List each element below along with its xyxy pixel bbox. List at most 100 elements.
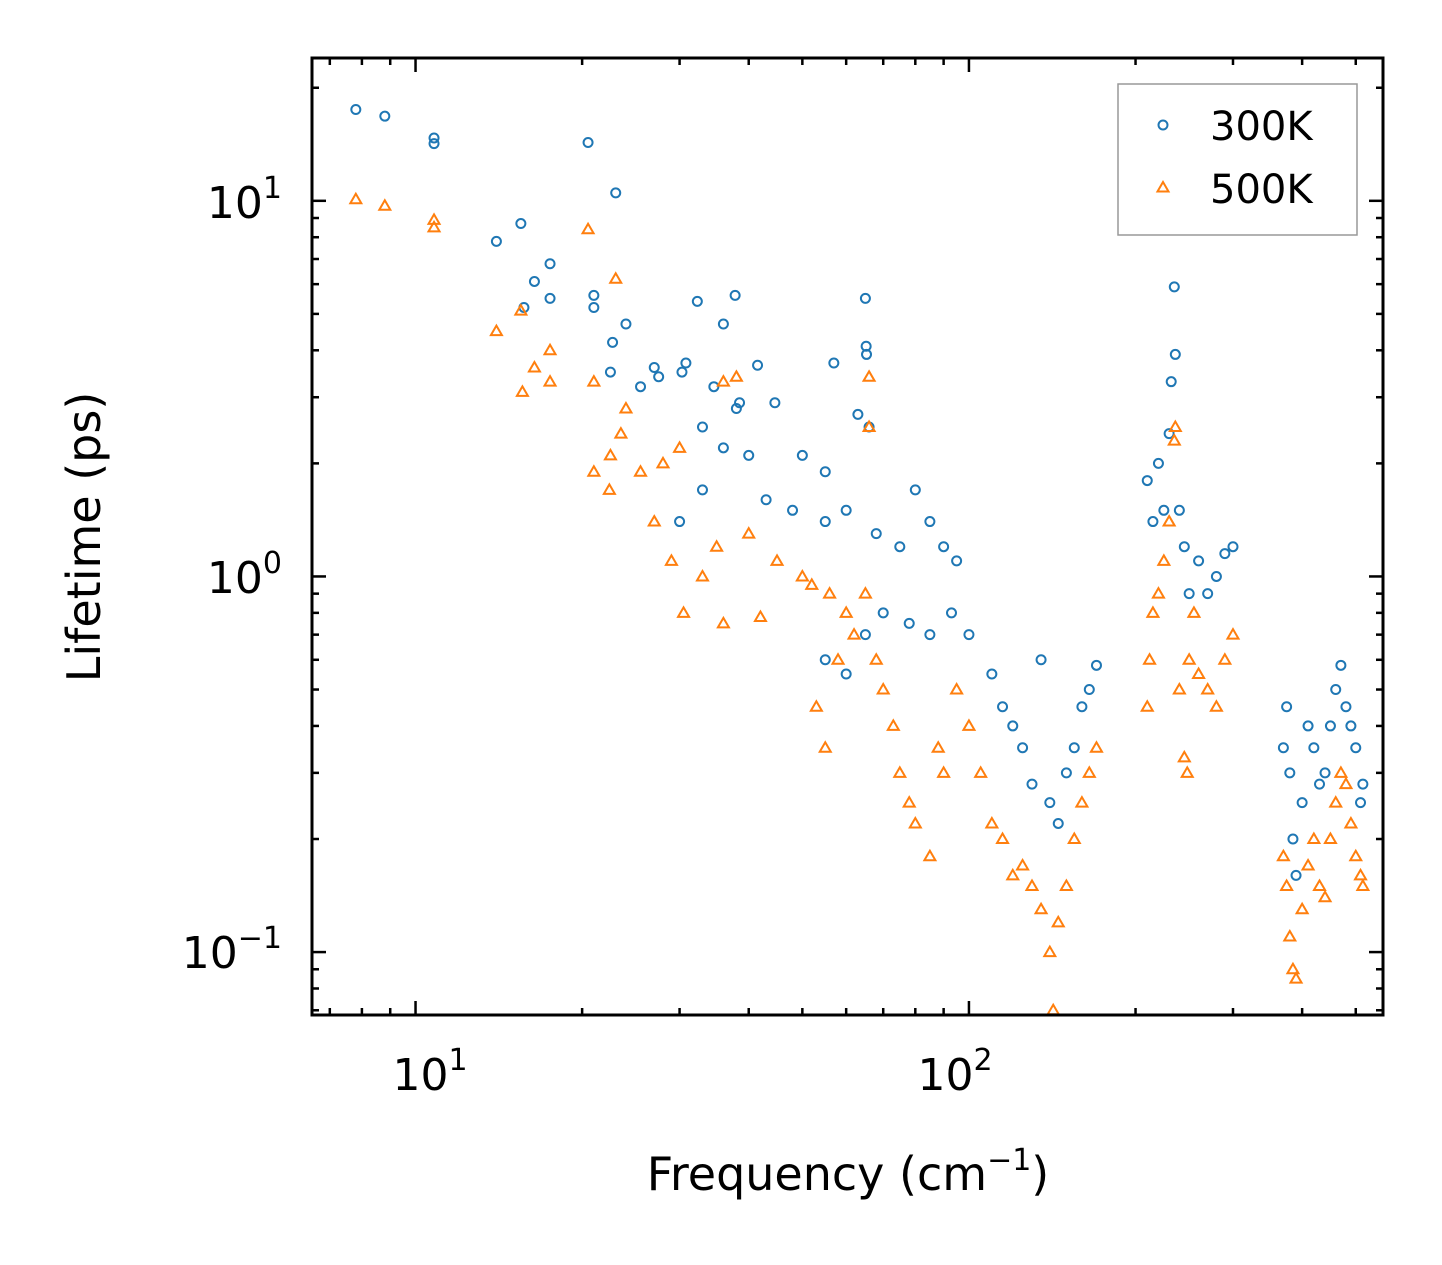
plot-frame (310, 56, 1385, 1017)
point-500K-87 (1276, 848, 1291, 862)
legend-label-500K: 500K (1210, 167, 1314, 213)
point-500K-94 (1306, 831, 1322, 845)
point-300K-19 (653, 371, 665, 383)
point-300K-43 (760, 494, 772, 506)
point-300K-48 (894, 541, 906, 553)
point-300K-102 (1335, 659, 1347, 671)
point-500K-35 (818, 740, 833, 753)
point-300K-7 (544, 258, 556, 270)
point-500K-66 (1074, 795, 1090, 808)
point-500K-29 (741, 526, 756, 539)
point-300K-50 (924, 516, 936, 528)
point-500K-93 (1300, 858, 1316, 871)
point-500K-24 (695, 568, 710, 582)
y-tick-label-0.1: 10−1 (182, 921, 282, 979)
point-500K-67 (1082, 765, 1097, 778)
point-500K-50 (930, 740, 946, 753)
point-300K-12 (588, 301, 600, 313)
point-500K-23 (676, 605, 691, 618)
point-300K-45 (819, 516, 831, 528)
point-300K-35 (828, 357, 840, 369)
point-500K-100 (1338, 776, 1354, 790)
point-300K-79 (1165, 376, 1177, 388)
point-300K-104 (1345, 720, 1357, 732)
point-300K-82 (1173, 504, 1185, 516)
point-500K-42 (861, 369, 877, 382)
point-500K-83 (1200, 682, 1215, 695)
point-500K-88 (1279, 878, 1294, 891)
point-500K-36 (822, 586, 837, 599)
point-300K-13 (604, 366, 616, 378)
point-300K-37 (859, 292, 871, 304)
y-tick-base-1: 10 (207, 553, 263, 604)
point-500K-16 (613, 426, 629, 439)
point-300K-17 (635, 381, 647, 393)
point-300K-91 (1281, 701, 1293, 713)
point-300K-29 (769, 397, 781, 409)
point-500K-65 (1067, 831, 1082, 845)
point-500K-6 (515, 384, 530, 397)
point-500K-15 (608, 271, 623, 284)
point-300K-3 (428, 138, 440, 150)
point-500K-96 (1317, 889, 1333, 903)
point-500K-25 (709, 539, 724, 552)
point-300K-94 (1290, 869, 1302, 881)
point-500K-13 (602, 482, 617, 495)
point-300K-75 (1147, 516, 1159, 528)
point-300K-15 (610, 187, 622, 199)
point-300K-103 (1340, 701, 1352, 713)
point-300K-83 (1178, 541, 1190, 553)
point-300K-65 (1026, 778, 1038, 790)
x-axis-title: Frequency (cm−1) (647, 1143, 1050, 1201)
point-500K-59 (1024, 878, 1040, 891)
point-500K-92 (1294, 901, 1310, 915)
point-300K-93 (1287, 833, 1299, 845)
legend-label-300K: 300K (1210, 104, 1314, 150)
point-500K-74 (1161, 514, 1177, 527)
point-300K-5 (515, 218, 527, 230)
point-500K-28 (729, 369, 744, 382)
point-500K-57 (1005, 867, 1021, 881)
point-300K-57 (903, 617, 915, 629)
legend: 300K 500K (1117, 83, 1358, 236)
point-500K-63 (1051, 914, 1066, 928)
legend-marker-300K (1157, 119, 1169, 131)
point-300K-8 (544, 292, 556, 304)
point-500K-48 (908, 815, 923, 829)
point-300K-23 (708, 381, 720, 393)
point-500K-78 (1177, 749, 1192, 763)
point-500K-34 (809, 699, 824, 712)
point-500K-53 (961, 718, 977, 731)
point-300K-27 (734, 397, 746, 409)
point-300K-100 (1324, 720, 1336, 732)
point-500K-72 (1151, 586, 1166, 599)
point-500K-85 (1217, 652, 1233, 665)
y-tick-base-10: 10 (207, 178, 263, 229)
point-500K-103 (1353, 867, 1368, 881)
point-500K-14 (603, 447, 618, 461)
point-300K-47 (870, 528, 882, 540)
point-500K-17 (618, 400, 634, 414)
x-tick-exp-10: 1 (448, 1043, 467, 1078)
point-300K-26 (730, 402, 742, 414)
point-500K-90 (1285, 961, 1301, 975)
point-500K-51 (936, 765, 951, 778)
point-300K-21 (680, 357, 692, 369)
point-300K-18 (648, 361, 660, 373)
point-300K-71 (1076, 701, 1088, 713)
point-500K-86 (1225, 627, 1241, 640)
point-500K-2 (426, 212, 442, 225)
point-500K-82 (1191, 666, 1206, 679)
point-500K-99 (1333, 765, 1349, 778)
point-300K-14 (607, 336, 619, 348)
point-300K-86 (1202, 588, 1214, 600)
point-300K-76 (1152, 457, 1164, 469)
point-500K-7 (527, 359, 542, 373)
point-300K-73 (1090, 659, 1102, 671)
point-500K-73 (1156, 553, 1172, 566)
point-300K-42 (696, 484, 708, 496)
point-300K-107 (1357, 778, 1369, 790)
point-300K-31 (717, 442, 729, 454)
point-300K-61 (986, 668, 998, 680)
